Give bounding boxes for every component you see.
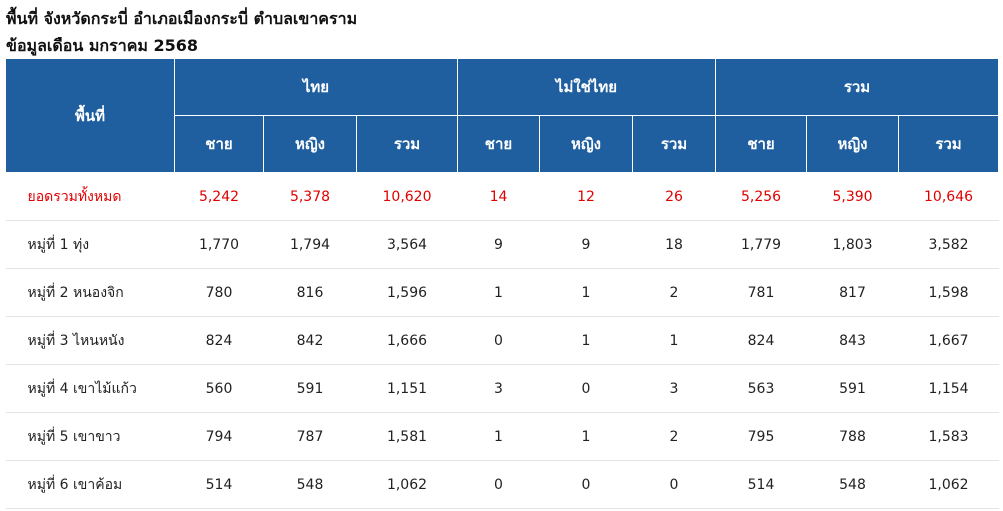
subheader-male: ชาย <box>174 115 264 173</box>
cell-thai-sum: 1,062 <box>356 460 458 509</box>
cell-nonthai-sum: 2 <box>632 268 716 317</box>
cell-total-male: 5,256 <box>715 172 807 221</box>
subheader-male: ชาย <box>457 115 540 173</box>
cell-nonthai-female: 0 <box>539 364 633 413</box>
group-header-thai: ไทย <box>174 58 458 116</box>
table-row: หมู่ที่ 6 เขาค้อม 514 548 1,062 0 0 0 51… <box>5 460 999 509</box>
row-area-name: หมู่ที่ 4 เขาไม้แก้ว <box>5 364 175 413</box>
cell-nonthai-male: 3 <box>457 364 540 413</box>
cell-total-female: 843 <box>806 316 899 365</box>
cell-total-female: 5,390 <box>806 172 899 221</box>
area-title: พื้นที่ จังหวัดกระบี่ อำเภอเมืองกระบี่ ต… <box>6 9 358 28</box>
row-area-name: หมู่ที่ 3 ไหนหนัง <box>5 316 175 365</box>
cell-nonthai-sum: 18 <box>632 220 716 269</box>
subheader-sum: รวม <box>898 115 1000 173</box>
cell-total-female: 548 <box>806 460 899 509</box>
cell-nonthai-male: 14 <box>457 172 540 221</box>
data-month-title: ข้อมูลเดือน มกราคม 2568 <box>6 36 199 55</box>
table-row: หมู่ที่ 5 เขาขาว 794 787 1,581 1 1 2 795… <box>5 412 999 461</box>
cell-thai-sum: 1,596 <box>356 268 458 317</box>
row-area-name: หมู่ที่ 1 ทุ่ง <box>5 220 175 269</box>
cell-thai-female: 591 <box>263 364 357 413</box>
cell-total-male: 824 <box>715 316 807 365</box>
area-column-header: พื้นที่ <box>5 58 175 173</box>
subheader-male: ชาย <box>715 115 808 173</box>
cell-nonthai-female: 9 <box>539 220 633 269</box>
cell-nonthai-sum: 26 <box>632 172 716 221</box>
cell-nonthai-sum: 2 <box>632 412 716 461</box>
cell-thai-sum: 1,151 <box>356 364 458 413</box>
table-row: หมู่ที่ 2 หนองจิก 780 816 1,596 1 1 2 78… <box>5 268 999 317</box>
cell-total-male: 514 <box>715 460 807 509</box>
group-header-total: รวม <box>715 58 1000 116</box>
cell-nonthai-female: 1 <box>539 412 633 461</box>
cell-nonthai-sum: 0 <box>632 460 716 509</box>
cell-thai-female: 548 <box>263 460 357 509</box>
row-area-name: หมู่ที่ 5 เขาขาว <box>5 412 175 461</box>
cell-thai-sum: 1,581 <box>356 412 458 461</box>
cell-total-sum: 1,062 <box>898 460 999 509</box>
cell-nonthai-female: 1 <box>539 316 633 365</box>
cell-thai-female: 5,378 <box>263 172 357 221</box>
cell-total-sum: 1,598 <box>898 268 999 317</box>
cell-total-female: 788 <box>806 412 899 461</box>
cell-thai-male: 560 <box>174 364 264 413</box>
cell-nonthai-female: 0 <box>539 460 633 509</box>
cell-thai-sum: 10,620 <box>356 172 458 221</box>
subheader-sum: รวม <box>631 115 717 173</box>
cell-thai-male: 514 <box>174 460 264 509</box>
cell-nonthai-sum: 3 <box>632 364 716 413</box>
cell-thai-female: 1,794 <box>263 220 357 269</box>
cell-thai-female: 816 <box>263 268 357 317</box>
cell-thai-male: 1,770 <box>174 220 264 269</box>
cell-total-male: 781 <box>715 268 807 317</box>
cell-nonthai-sum: 1 <box>632 316 716 365</box>
subheader-sum: รวม <box>356 115 458 173</box>
cell-total-sum: 1,583 <box>898 412 999 461</box>
cell-thai-female: 787 <box>263 412 357 461</box>
cell-total-male: 795 <box>715 412 807 461</box>
cell-thai-male: 824 <box>174 316 264 365</box>
cell-thai-male: 780 <box>174 268 264 317</box>
row-area-name: หมู่ที่ 2 หนองจิก <box>5 268 175 317</box>
cell-thai-male: 794 <box>174 412 264 461</box>
cell-total-female: 817 <box>806 268 899 317</box>
cell-total-sum: 1,667 <box>898 316 999 365</box>
cell-thai-female: 842 <box>263 316 357 365</box>
cell-nonthai-male: 1 <box>457 412 540 461</box>
cell-nonthai-female: 1 <box>539 268 633 317</box>
cell-nonthai-male: 1 <box>457 268 540 317</box>
table-row: หมู่ที่ 1 ทุ่ง 1,770 1,794 3,564 9 9 18 … <box>5 220 999 269</box>
subheader-female: หญิง <box>806 115 900 173</box>
cell-nonthai-female: 12 <box>539 172 633 221</box>
cell-thai-sum: 3,564 <box>356 220 458 269</box>
subheader-female: หญิง <box>263 115 357 173</box>
group-header-non-thai: ไม่ใช่ไทย <box>456 58 717 116</box>
cell-total-male: 1,779 <box>715 220 807 269</box>
cell-nonthai-male: 9 <box>457 220 540 269</box>
subheader-female: หญิง <box>539 115 633 173</box>
cell-total-sum: 1,154 <box>898 364 999 413</box>
cell-total-sum: 10,646 <box>898 172 999 221</box>
cell-nonthai-male: 0 <box>457 316 540 365</box>
cell-thai-male: 5,242 <box>174 172 264 221</box>
population-table: พื้นที่ ไทย ไม่ใช่ไทย รวม ชาย หญิง รวม ช… <box>5 58 1000 509</box>
row-area-name: ยอดรวมทั้งหมด <box>5 172 175 221</box>
row-area-name: หมู่ที่ 6 เขาค้อม <box>5 460 175 509</box>
table-row: หมู่ที่ 3 ไหนหนัง 824 842 1,666 0 1 1 82… <box>5 316 999 365</box>
table-row-total: ยอดรวมทั้งหมด 5,242 5,378 10,620 14 12 2… <box>5 172 999 221</box>
cell-thai-sum: 1,666 <box>356 316 458 365</box>
cell-total-sum: 3,582 <box>898 220 999 269</box>
cell-total-male: 563 <box>715 364 807 413</box>
cell-nonthai-male: 0 <box>457 460 540 509</box>
table-row: หมู่ที่ 4 เขาไม้แก้ว 560 591 1,151 3 0 3… <box>5 364 999 413</box>
cell-total-female: 1,803 <box>806 220 899 269</box>
cell-total-female: 591 <box>806 364 899 413</box>
